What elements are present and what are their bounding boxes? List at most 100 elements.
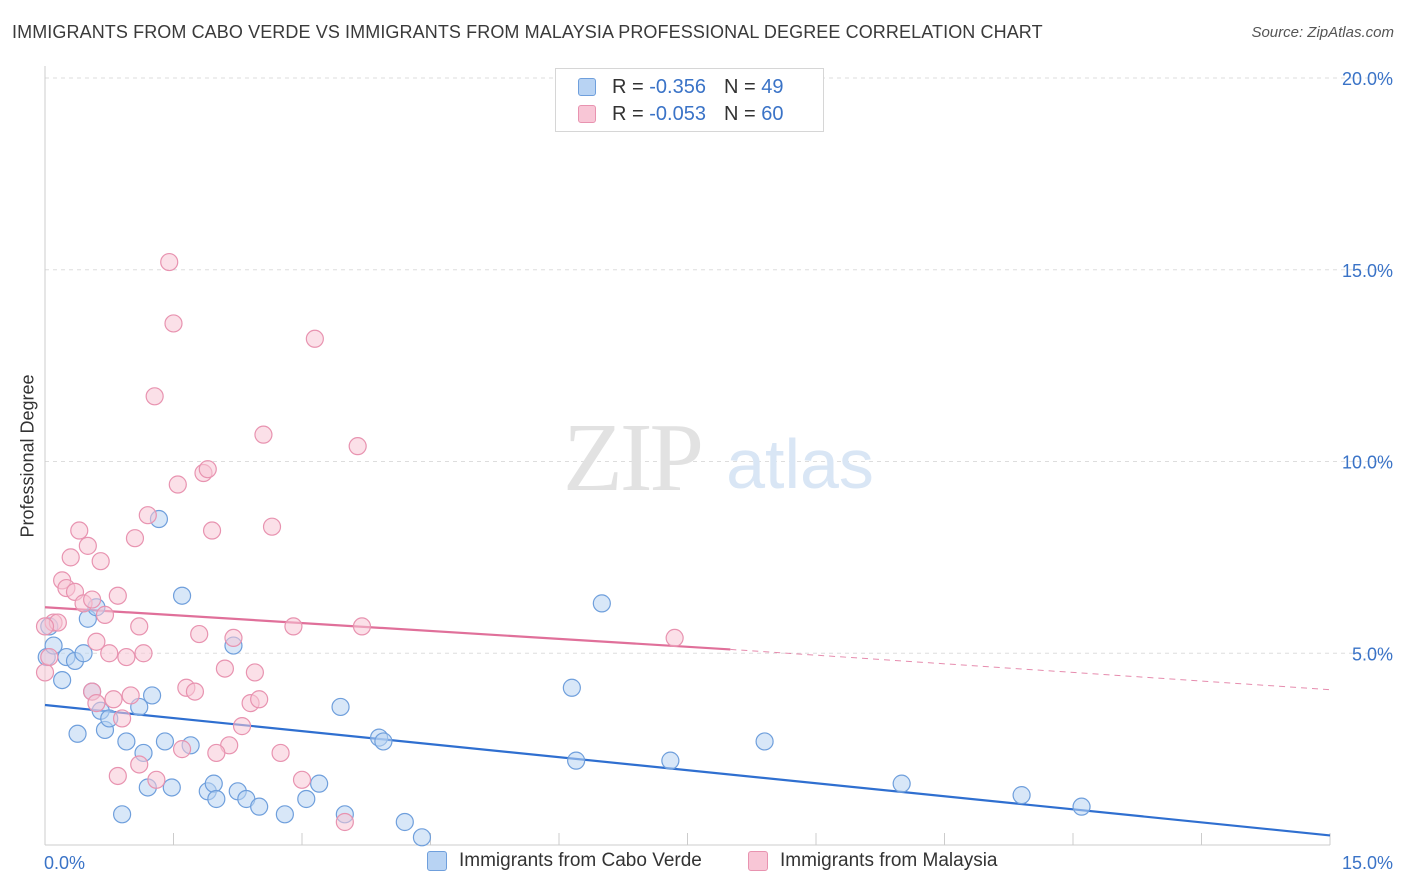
point-malaysia [305, 329, 324, 348]
point-malaysia [335, 812, 354, 832]
trend-line-extension [730, 648, 1331, 691]
x-tick-label: 15.0% [1342, 853, 1393, 873]
point-cabo-verde [412, 828, 432, 847]
trend-lines [44, 606, 1331, 837]
point-malaysia [87, 694, 106, 713]
point-malaysia [108, 586, 127, 605]
point-malaysia [117, 647, 136, 667]
point-cabo-verde [567, 751, 586, 770]
data-points [35, 252, 1091, 847]
point-cabo-verde [374, 732, 393, 751]
point-malaysia [202, 521, 222, 540]
point-cabo-verde [207, 789, 226, 809]
trend-line [44, 606, 731, 651]
point-cabo-verde [250, 797, 269, 816]
chart-title: IMMIGRANTS FROM CABO VERDE VS IMMIGRANTS… [12, 22, 1043, 42]
point-cabo-verde [155, 732, 175, 751]
point-malaysia [112, 709, 132, 728]
point-malaysia [83, 590, 102, 609]
watermark: ZIP atlas [563, 404, 874, 512]
point-cabo-verde [74, 644, 93, 663]
point-malaysia [190, 624, 209, 644]
y-tick-label: 10.0% [1342, 453, 1393, 473]
point-malaysia [665, 628, 684, 648]
point-cabo-verde [172, 586, 192, 605]
point-cabo-verde [395, 812, 414, 832]
legend-n-label: N = [723, 102, 756, 125]
point-cabo-verde [592, 594, 611, 613]
point-malaysia [78, 536, 97, 555]
point-malaysia [145, 387, 164, 406]
legend-n-value: 60 [761, 102, 784, 125]
y-tick-label: 5.0% [1352, 644, 1393, 664]
point-malaysia [271, 743, 290, 763]
point-malaysia [168, 475, 187, 494]
point-malaysia [352, 617, 372, 636]
point-malaysia [100, 644, 119, 663]
point-cabo-verde [297, 789, 316, 809]
point-malaysia [262, 517, 282, 536]
point-cabo-verde [661, 751, 680, 770]
point-malaysia [108, 766, 127, 786]
legend-label: Immigrants from Malaysia [780, 850, 998, 871]
point-malaysia [245, 663, 264, 682]
point-malaysia [35, 617, 55, 636]
legend-label: Immigrants from Cabo Verde [459, 850, 702, 871]
point-malaysia [40, 647, 59, 667]
gridlines [45, 77, 1392, 654]
legend-n-value: 49 [761, 75, 784, 98]
trend-line [44, 703, 1331, 837]
point-malaysia [232, 717, 252, 736]
legend-row-malaysia: R = -0.053 N = 60 [578, 101, 783, 127]
y-axis-label: Professional Degree [17, 374, 38, 538]
point-malaysia [160, 252, 179, 272]
y-tick-label: 20.0% [1342, 69, 1393, 89]
tick-labels: 5.0% 10.0% 15.0% 20.0% 0.0% 15.0% [44, 69, 1393, 873]
point-malaysia [250, 690, 269, 709]
legend-r-label: R = [612, 102, 644, 125]
axes [44, 66, 1331, 846]
series-legend: Immigrants from Cabo Verde Immigrants fr… [0, 850, 1406, 878]
point-malaysia [292, 770, 312, 789]
legend-swatch-pink [578, 105, 596, 123]
point-malaysia [95, 605, 115, 625]
point-malaysia [87, 632, 106, 651]
point-cabo-verde [1012, 786, 1031, 805]
point-cabo-verde [275, 805, 294, 824]
point-malaysia [207, 743, 226, 763]
watermark-zip: ZIP [563, 404, 701, 512]
point-cabo-verde [162, 778, 181, 797]
point-cabo-verde [1072, 797, 1091, 816]
point-malaysia [130, 617, 149, 636]
legend-n-label: N = [723, 75, 756, 98]
point-malaysia [185, 682, 205, 701]
point-malaysia [254, 425, 273, 444]
stats-legend: R = -0.356 N = 49 R = -0.053 N = 60 [555, 68, 824, 132]
point-malaysia [134, 644, 153, 663]
legend-r-value: -0.053 [649, 102, 706, 125]
point-malaysia [284, 617, 303, 636]
point-cabo-verde [310, 774, 329, 793]
point-cabo-verde [755, 732, 774, 751]
point-malaysia [125, 529, 145, 548]
point-cabo-verde [331, 697, 350, 717]
legend-row-cabo-verde: R = -0.356 N = 49 [578, 74, 783, 100]
point-malaysia [70, 521, 89, 540]
legend-r-label: R = [612, 75, 644, 98]
point-cabo-verde [68, 724, 87, 743]
point-malaysia [91, 552, 110, 571]
point-cabo-verde [53, 670, 72, 690]
point-malaysia [215, 659, 234, 678]
point-cabo-verde [112, 805, 132, 824]
point-malaysia [138, 506, 157, 525]
x-tick-label: 0.0% [44, 853, 85, 873]
legend-r-value: -0.356 [649, 75, 706, 98]
point-malaysia [121, 686, 140, 705]
point-cabo-verde [117, 732, 136, 751]
legend-swatch-pink [748, 851, 768, 871]
point-malaysia [104, 690, 123, 709]
point-malaysia [164, 314, 183, 333]
point-cabo-verde [892, 774, 911, 793]
y-tick-label: 15.0% [1342, 261, 1393, 281]
source-label: Source: ZipAtlas.com [1251, 24, 1394, 41]
